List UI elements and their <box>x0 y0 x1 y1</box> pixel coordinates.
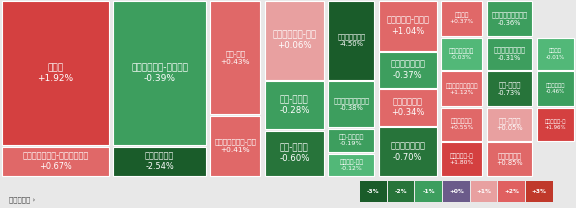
Text: 石油とガス-採
+1.80%: 石油とガス-採 +1.80% <box>450 153 473 165</box>
Bar <box>537 38 574 70</box>
Text: 航空宇宙と防衛
-0.37%: 航空宇宙と防衛 -0.37% <box>391 60 425 80</box>
Text: 消費-生活必
-0.73%: 消費-生活必 -0.73% <box>498 82 521 96</box>
Text: +3%: +3% <box>532 189 547 194</box>
Text: -3%: -3% <box>367 189 380 194</box>
Bar <box>265 1 324 80</box>
Text: 医療機器
-0.01%: 医療機器 -0.01% <box>545 48 565 59</box>
Bar <box>537 71 574 106</box>
Text: インターネット-情報サービス
+0.67%: インターネット-情報サービス +0.67% <box>22 151 89 171</box>
Text: 石油とガス-多角化
+1.04%: 石油とガス-多角化 +1.04% <box>386 16 429 36</box>
Text: -2%: -2% <box>395 189 407 194</box>
Text: 全業種表示 ›: 全業種表示 › <box>9 196 35 203</box>
Bar <box>487 108 532 141</box>
Bar <box>328 129 374 152</box>
Text: 商品運用
+0.37%: 商品運用 +0.37% <box>450 13 473 25</box>
Text: エンターテイメン
-0.31%: エンターテイメン -0.31% <box>494 47 525 61</box>
Text: インターネット-小売
+0.41%: インターネット-小売 +0.41% <box>214 139 256 153</box>
Text: バイオテクノロジー
+1.12%: バイオテクノロジー +1.12% <box>445 83 478 95</box>
Text: +1%: +1% <box>476 189 491 194</box>
Text: -1%: -1% <box>422 189 435 194</box>
Bar <box>113 147 206 176</box>
Text: 日動車メーカー
-4.50%: 日動車メーカー -4.50% <box>338 33 365 47</box>
Bar <box>328 1 374 80</box>
Text: 石油とガス-精
+1.96%: 石油とガス-精 +1.96% <box>544 119 566 130</box>
Bar <box>441 38 482 70</box>
Text: 特殊産業用機械
-0.70%: 特殊産業用機械 -0.70% <box>391 142 425 162</box>
Text: 証券サービス
+0.55%: 証券サービス +0.55% <box>449 118 474 130</box>
Bar <box>265 81 324 129</box>
Text: 公益企業-電力
-0.12%: 公益企業-電力 -0.12% <box>339 159 363 171</box>
Text: 消費電子製品
-2.54%: 消費電子製品 -2.54% <box>145 151 174 171</box>
Bar <box>113 1 206 145</box>
Bar <box>210 1 260 114</box>
Bar <box>379 1 437 51</box>
Bar <box>487 1 532 36</box>
Text: 銀行-地方銀行
-0.19%: 銀行-地方銀行 -0.19% <box>339 135 364 146</box>
Text: 製薬-総合
+0.43%: 製薬-総合 +0.43% <box>221 50 250 64</box>
Bar <box>379 52 437 88</box>
Bar <box>441 142 482 176</box>
Text: クレジットサービス
-0.38%: クレジットサービス -0.38% <box>334 97 369 111</box>
Text: 半導体設備と
+0.85%: 半導体設備と +0.85% <box>496 152 523 166</box>
Text: 情報技術サービ
-0.03%: 情報技術サービ -0.03% <box>449 48 475 60</box>
Text: 医療サービス
-0.46%: 医療サービス -0.46% <box>545 83 565 94</box>
Bar <box>328 81 374 128</box>
Bar <box>2 1 109 145</box>
Text: +2%: +2% <box>504 189 519 194</box>
Bar <box>210 116 260 176</box>
Text: 製薬-診断と
+0.05%: 製薬-診断と +0.05% <box>496 117 523 131</box>
Bar <box>487 38 532 70</box>
Text: +0%: +0% <box>449 189 464 194</box>
Text: 通信サービス
+0.34%: 通信サービス +0.34% <box>391 97 425 118</box>
Text: ディスカウントスト
-0.36%: ディスカウントスト -0.36% <box>491 11 528 26</box>
Text: ソフトウェア-適用
+0.06%: ソフトウェア-適用 +0.06% <box>272 30 316 50</box>
Bar <box>441 71 482 106</box>
Text: 半導体
+1.92%: 半導体 +1.92% <box>37 63 74 83</box>
Bar <box>379 89 437 126</box>
Bar <box>487 142 532 176</box>
Bar <box>265 131 324 176</box>
Bar <box>441 1 482 36</box>
Bar <box>328 154 374 176</box>
Text: 保険-多角化
-0.60%: 保険-多角化 -0.60% <box>279 143 309 163</box>
Text: ソフトウェア-インフラ
-0.39%: ソフトウェア-インフラ -0.39% <box>131 63 188 83</box>
Bar <box>487 71 532 106</box>
Bar <box>379 127 437 176</box>
Text: 銀行-多角化
-0.28%: 銀行-多角化 -0.28% <box>279 95 309 115</box>
Bar <box>441 108 482 141</box>
Bar <box>2 147 109 176</box>
Bar <box>537 108 574 141</box>
